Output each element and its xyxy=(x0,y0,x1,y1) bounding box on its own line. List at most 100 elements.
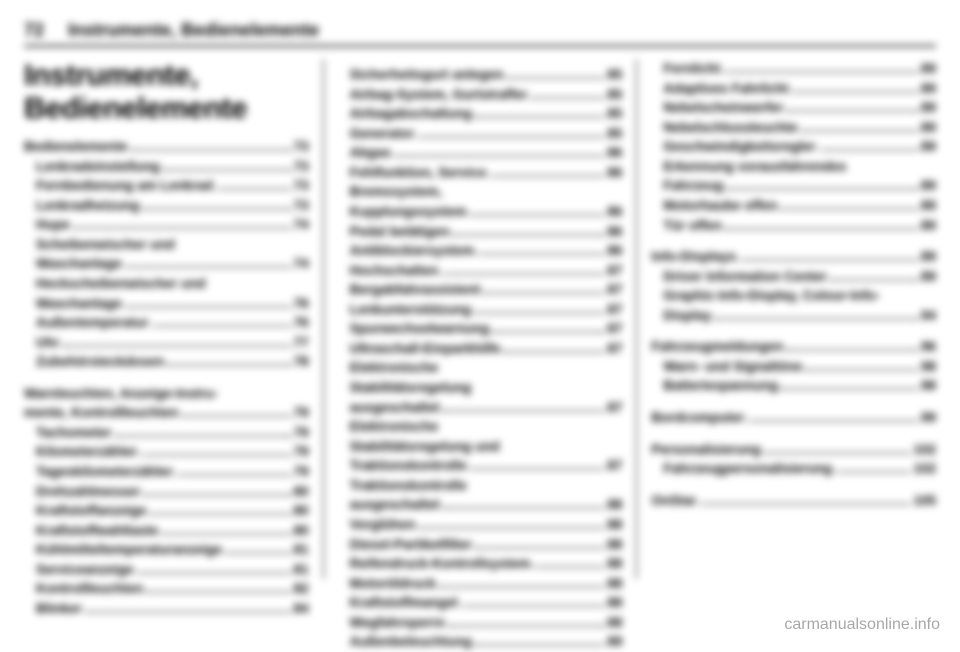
toc-label: Uhr xyxy=(24,333,59,353)
toc-dots xyxy=(182,415,291,417)
toc-line: Graphic-Info-Display, Colour-Info- xyxy=(651,286,936,306)
toc-dots xyxy=(149,513,290,515)
running-title: Instrumente, Bedienelemente xyxy=(68,20,319,41)
toc-label: Kraftstoffanzeige xyxy=(24,501,146,521)
toc-line: Fernbedienung am Lenkrad 73 xyxy=(24,176,309,196)
toc-section: Sicherheitsgurt anlegen85Airbag-System, … xyxy=(338,65,623,652)
toc-label: Antiblockiersystem xyxy=(338,241,475,261)
toc-line: Stabilitätsregelung und xyxy=(338,437,623,457)
toc-line: Nebelschlussleuchte89 xyxy=(651,118,936,138)
toc-page: 89 xyxy=(921,267,936,287)
toc-label: Bedienelemente xyxy=(24,137,128,157)
toc-label: Driver Information Center xyxy=(651,267,827,287)
toc-line: Serviceanzeige 81 xyxy=(24,560,309,580)
toc-dots xyxy=(439,586,604,588)
toc-label: Blinker xyxy=(24,599,82,619)
toc-line: Elektronische xyxy=(338,417,623,437)
toc-label: Serviceanzeige xyxy=(24,560,134,580)
toc-label: Pedal betätigen xyxy=(338,222,450,242)
toc-line: Traktionskontrolle87 xyxy=(338,456,623,476)
toc-label: Motoröldruck xyxy=(338,574,436,594)
toc-page: 80 xyxy=(294,501,309,521)
toc-dots xyxy=(176,474,291,476)
page-header: 72 Instrumente, Bedienelemente xyxy=(24,20,936,47)
toc-line: Blinker84 xyxy=(24,599,309,619)
toc-label: Erkennung vorausfahrendes xyxy=(651,157,846,177)
toc-section: Fahrzeugmeldungen96Warn- und Signaltöne9… xyxy=(651,337,936,396)
toc-label: Lenkradeinstellung xyxy=(24,157,160,177)
toc-dots xyxy=(143,208,291,210)
toc-page: 76 xyxy=(294,294,309,314)
toc-page: 79 xyxy=(294,403,309,423)
toc-label: Hupe xyxy=(24,215,70,235)
toc-page: 73 xyxy=(294,137,309,157)
toc-label: Personalisierung xyxy=(651,440,761,460)
toc-page: 102 xyxy=(913,459,936,479)
toc-dots xyxy=(726,188,918,190)
toc-line: Antiblockiersystem86 xyxy=(338,241,623,261)
toc-dots xyxy=(475,116,604,118)
toc-dots xyxy=(125,306,291,308)
toc-label: Scheibenwischer und xyxy=(24,235,175,255)
toc-label: Fernbedienung am Lenkrad xyxy=(24,176,213,196)
toc-label: Lenkradheizung xyxy=(24,196,140,216)
toc-section: Warnleuchten, Anzeige-Instru-mente, Kont… xyxy=(24,384,309,619)
toc-page: 87 xyxy=(607,300,622,320)
toc-page: 73 xyxy=(294,176,309,196)
toc-dots xyxy=(418,527,604,529)
toc-label: Fahrzeugmeldungen xyxy=(651,337,783,357)
toc-label: Kühlmitteltemperaturanzeige xyxy=(24,540,222,560)
toc-line: Kilometerzähler 79 xyxy=(24,442,309,462)
toc-dots xyxy=(781,388,918,390)
toc-page: 88 xyxy=(607,515,622,535)
toc-line: Abgas86 xyxy=(338,143,623,163)
toc-label: ausgeschaltet xyxy=(338,495,440,515)
toc-line: ausgeschaltet88 xyxy=(338,495,623,515)
toc-label: Kraftstoffwahltaste xyxy=(24,521,158,541)
toc-line: ausgeschaltet87 xyxy=(338,398,623,418)
toc-label: Bremssystem, xyxy=(338,182,442,202)
toc-dots xyxy=(452,234,604,236)
toc-page: 88 xyxy=(607,593,622,613)
toc-label: Kilometerzähler xyxy=(24,442,137,462)
toc-line: Sicherheitsgurt anlegen85 xyxy=(338,65,623,85)
toc-line: Elektronische xyxy=(338,358,623,378)
toc-page: 94 xyxy=(921,306,936,326)
toc-heading: Fahrzeugmeldungen96 xyxy=(651,337,936,357)
toc-line: Kraftstoffmangel88 xyxy=(338,593,623,613)
toc-heading: Info-Displays89 xyxy=(651,247,936,267)
toc-line: Stabilitätsregelung xyxy=(338,378,623,398)
toc-label: Nebelscheinwerfer xyxy=(651,98,783,118)
toc-section: Personalisierung102Fahrzeugpersonalisier… xyxy=(651,440,936,479)
toc-dots xyxy=(152,325,291,327)
toc-heading: Warnleuchten, Anzeige-Instru- xyxy=(24,384,309,404)
toc-page: 85 xyxy=(607,124,622,144)
toc-label: Airbagabschaltung xyxy=(338,104,472,124)
watermark: carmanualsonline.info xyxy=(784,616,940,634)
toc-label: Tachometer xyxy=(24,423,112,443)
chapter-title-text: Instrumente, Bedienelemente xyxy=(24,59,247,125)
toc-label: Motorhaube offen xyxy=(651,196,777,216)
toc-page: 81 xyxy=(294,560,309,580)
toc-line: Kupplungssystem86 xyxy=(338,202,623,222)
toc-dots xyxy=(115,435,291,437)
toc-line: Hochschalten87 xyxy=(338,261,623,281)
toc-page: 79 xyxy=(294,442,309,462)
toc-line: Kontrollleuchten82 xyxy=(24,579,309,599)
toc-label: Elektronische xyxy=(338,417,439,437)
toc-page: 80 xyxy=(294,521,309,541)
toc-section: Bedienelemente73Lenkradeinstellung73Fern… xyxy=(24,137,309,372)
toc-dots xyxy=(140,454,290,456)
toc-page: 73 xyxy=(294,196,309,216)
toc-label: Zubehörsteckdosen xyxy=(24,352,164,372)
toc-line: Scheibenwischer und xyxy=(24,235,309,255)
toc-line: Generator85 xyxy=(338,124,623,144)
toc-page: 86 xyxy=(607,202,622,222)
toc-label: Fernlicht xyxy=(651,59,720,79)
toc-line: Waschanlage76 xyxy=(24,294,309,314)
toc-line: Fernlicht89 xyxy=(651,59,936,79)
toc-line: Außentemperatur76 xyxy=(24,313,309,333)
toc-dots xyxy=(747,420,918,422)
toc-line: Display94 xyxy=(651,306,936,326)
toc-page: 105 xyxy=(913,491,936,511)
